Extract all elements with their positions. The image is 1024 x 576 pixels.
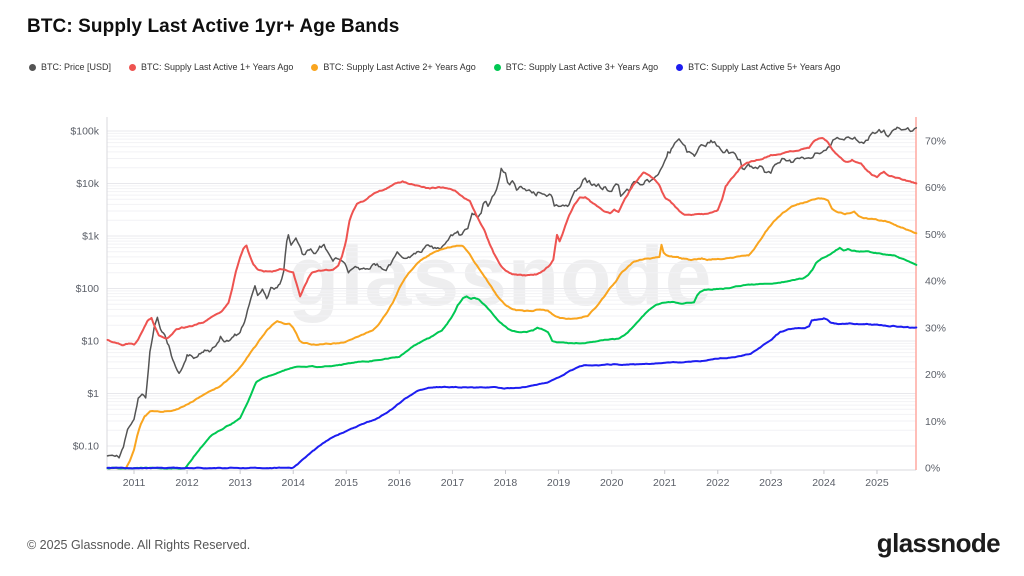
copyright-text: © 2025 Glassnode. All Rights Reserved. xyxy=(27,538,251,552)
legend-dot-icon xyxy=(493,63,501,71)
x-axis-tick-label: 2013 xyxy=(228,477,252,489)
y-right-tick-label: 50% xyxy=(925,229,946,241)
supply-5y-line xyxy=(106,317,918,470)
supply-2y-line xyxy=(106,197,918,470)
y-left-tick-label: $1k xyxy=(82,231,100,243)
supply-1y-line xyxy=(106,137,918,347)
y-right-tick-label: 10% xyxy=(925,416,946,428)
x-axis-tick-label: 2016 xyxy=(388,477,412,489)
legend-item-1[interactable]: BTC: Supply Last Active 1+ Years Ago xyxy=(129,62,293,72)
legend-label: BTC: Price [USD] xyxy=(41,62,112,72)
y-right-tick-label: 30% xyxy=(925,322,946,334)
x-axis-tick-label: 2018 xyxy=(494,477,518,489)
legend-dot-icon xyxy=(676,63,684,71)
x-axis-tick-label: 2024 xyxy=(812,477,836,489)
legend-label: BTC: Supply Last Active 3+ Years Ago xyxy=(505,62,659,72)
x-axis-tick-label: 2019 xyxy=(547,477,571,489)
x-axis-tick-label: 2025 xyxy=(865,477,889,489)
y-left-tick-label: $10 xyxy=(81,336,99,348)
legend-label: BTC: Supply Last Active 1+ Years Ago xyxy=(141,62,294,72)
legend-label: BTC: Supply Last Active 2+ Years Ago xyxy=(323,62,476,72)
legend-dot-icon xyxy=(29,63,36,71)
legend-item-0[interactable]: BTC: Price [USD] xyxy=(29,62,111,72)
x-axis-tick-label: 2014 xyxy=(282,477,306,489)
y-left-tick-label: $100k xyxy=(70,126,99,138)
legend-dot-icon xyxy=(311,63,319,71)
x-axis-tick-label: 2020 xyxy=(600,477,624,489)
y-right-tick-label: 0% xyxy=(925,463,940,475)
x-axis-tick-label: 2022 xyxy=(706,477,730,489)
x-axis-tick-label: 2015 xyxy=(335,477,359,489)
x-axis-tick-label: 2017 xyxy=(441,477,465,489)
y-right-tick-label: 70% xyxy=(925,136,946,148)
y-left-tick-label: $100 xyxy=(76,283,100,295)
x-axis-tick-label: 2012 xyxy=(175,477,199,489)
glassnode-logo: glassnode xyxy=(876,528,1001,558)
y-right-tick-label: 60% xyxy=(925,182,946,194)
legend-dot-icon xyxy=(129,63,137,71)
y-right-tick-label: 20% xyxy=(925,369,946,381)
legend-item-3[interactable]: BTC: Supply Last Active 3+ Years Ago xyxy=(493,62,659,72)
supply-3y-line xyxy=(106,246,918,470)
price-line xyxy=(106,126,918,459)
legend-label: BTC: Supply Last Active 5+ Years Ago xyxy=(688,62,841,72)
legend-item-2[interactable]: BTC: Supply Last Active 2+ Years Ago xyxy=(311,62,476,72)
x-axis-tick-label: 2021 xyxy=(653,477,677,489)
y-right-tick-label: 40% xyxy=(925,276,946,288)
page-title: BTC: Supply Last Active 1yr+ Age Bands xyxy=(27,16,400,37)
x-axis-tick-label: 2023 xyxy=(759,477,783,489)
x-axis-tick-label: 2011 xyxy=(123,477,146,489)
y-left-tick-label: $10k xyxy=(76,178,100,190)
legend-item-4[interactable]: BTC: Supply Last Active 5+ Years Ago xyxy=(676,62,840,72)
y-left-tick-label: $1 xyxy=(87,388,99,400)
y-left-tick-label: $0.10 xyxy=(73,441,99,453)
legend: BTC: Price [USD] BTC: Supply Last Active … xyxy=(29,62,840,72)
